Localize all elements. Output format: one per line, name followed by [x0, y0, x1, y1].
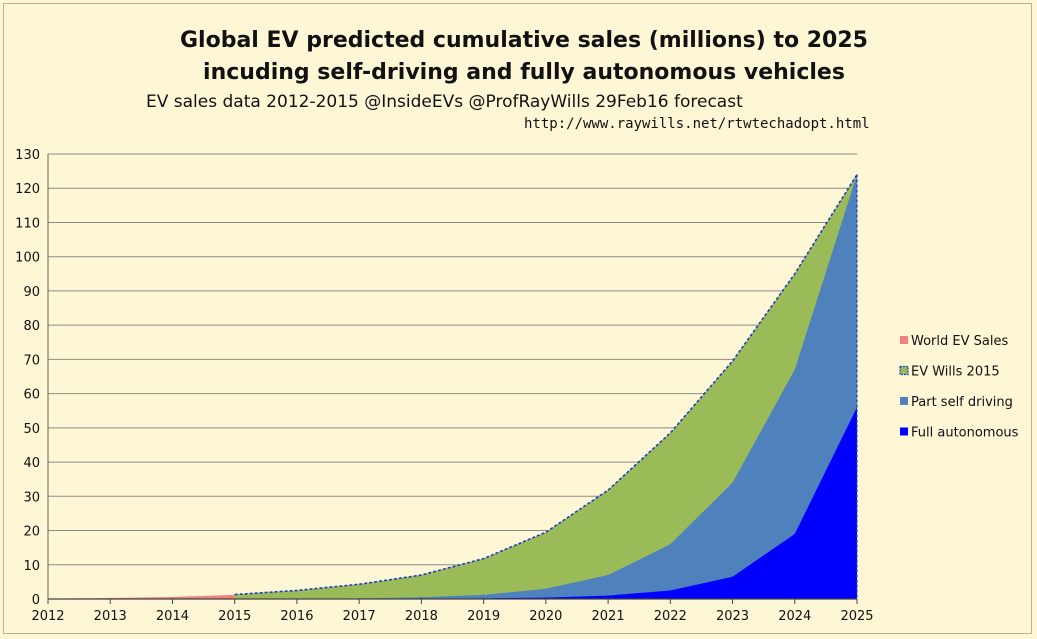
x-tick-label: 2024: [778, 609, 811, 624]
legend-label: Full autonomous: [911, 426, 1019, 441]
y-tick-label: 10: [23, 559, 40, 574]
legend-item: World EV Sales: [900, 334, 1008, 349]
x-tick-label: 2016: [280, 609, 313, 624]
y-tick-label: 70: [23, 353, 40, 368]
legend-label: World EV Sales: [911, 334, 1008, 349]
legend-swatch: [900, 397, 908, 405]
chart-title-line2: incuding self-driving and fully autonomo…: [203, 60, 845, 85]
source-url: http://www.raywills.net/rtwtechadopt.htm…: [524, 116, 870, 132]
data-point-part-self-driving: [483, 594, 485, 596]
series-line-ev-wills-2015: [234, 174, 858, 596]
y-tick-label: 90: [23, 285, 40, 300]
data-point-part-self-driving: [669, 543, 671, 545]
data-point-ev-wills-2015: [669, 432, 671, 434]
chart-subtitle: EV sales data 2012-2015 @InsideEVs @Prof…: [146, 92, 743, 112]
data-point-part-self-driving: [420, 596, 422, 598]
y-tick-label: 0: [32, 593, 40, 608]
series-area-full-autonomous: [234, 407, 857, 599]
x-tick-label: 2022: [654, 609, 687, 624]
legend-swatch: [900, 336, 908, 344]
legend-label: EV Wills 2015: [911, 365, 1000, 380]
legend-item: Full autonomous: [900, 426, 1019, 441]
data-point-world-ev-sales: [109, 597, 111, 599]
x-tick-label: 2017: [343, 609, 376, 624]
y-tick-label: 110: [15, 216, 40, 231]
y-tick-label: 50: [23, 422, 40, 437]
axes: 0 10 20 30 40 50 60 70 80 90 100 110 120 130 2012 2013 2…: [15, 148, 873, 624]
x-tick-label: 2014: [156, 609, 189, 624]
legend-label: Part self driving: [911, 395, 1013, 410]
y-tick-label: 30: [23, 490, 40, 505]
x-tick-label: 2012: [31, 609, 64, 624]
legend-swatch: [900, 427, 908, 436]
y-tick-label: 20: [23, 525, 40, 540]
series-areas: [47, 174, 858, 600]
legend: World EV Sales EV Wills 2015 Part self dri…: [899, 334, 1019, 441]
chart-frame: Global EV predicted cumulative sales (mi…: [3, 3, 1032, 634]
x-tick-label: 2025: [840, 609, 873, 624]
x-tick-label: 2018: [405, 609, 438, 624]
data-point-part-self-driving: [607, 574, 609, 576]
x-tick-label: 2020: [529, 609, 562, 624]
legend-swatch: [899, 365, 909, 376]
series-area-world-ev-sales: [48, 594, 235, 599]
x-tick-label: 2013: [94, 609, 127, 624]
data-point-full-autonomous: [732, 576, 734, 578]
data-point-part-self-driving: [545, 588, 547, 590]
y-tick-label: 130: [15, 148, 40, 163]
data-point-full-autonomous: [607, 595, 609, 597]
x-tick-label: 2015: [218, 609, 251, 624]
y-tick-label: 120: [15, 182, 40, 197]
data-point-full-autonomous: [545, 597, 547, 599]
series-area-ev-wills-2015: [234, 174, 857, 600]
x-tick-label: 2019: [467, 609, 500, 624]
y-tick-label: 80: [23, 319, 40, 334]
data-point-full-autonomous: [669, 589, 671, 591]
data-point-ev-wills-2015: [732, 360, 734, 362]
data-point-part-self-driving: [794, 369, 796, 371]
y-tick-label: 60: [23, 388, 40, 403]
data-point-part-self-driving: [732, 482, 734, 484]
data-point-full-autonomous: [794, 533, 796, 535]
data-point-world-ev-sales: [171, 596, 173, 598]
y-tick-label: 40: [23, 456, 40, 471]
y-tick-label: 100: [15, 251, 40, 266]
chart-title-line1: Global EV predicted cumulative sales (mi…: [180, 28, 868, 53]
x-tick-label: 2021: [592, 609, 625, 624]
legend-item: Part self driving: [900, 395, 1013, 410]
x-tick-label: 2023: [716, 609, 749, 624]
legend-item: EV Wills 2015: [899, 365, 1000, 380]
